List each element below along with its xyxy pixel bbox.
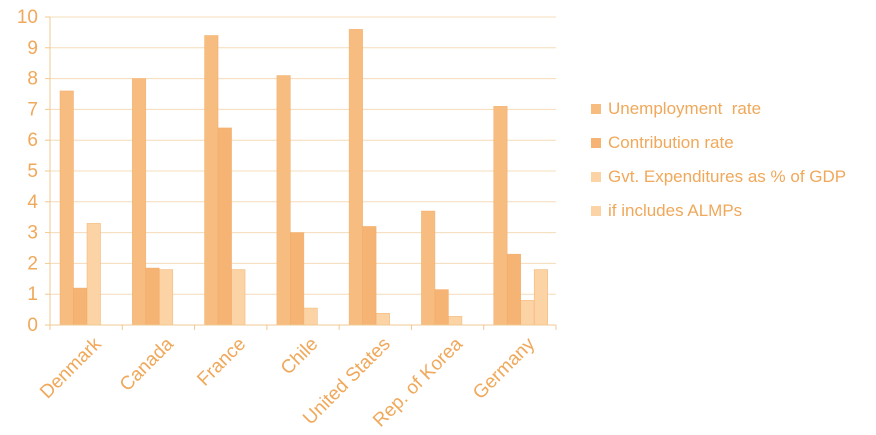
legend-label: Gvt. Expenditures as % of GDP: [608, 167, 846, 186]
bar-2: [145, 267, 160, 326]
y-tick-label: 2: [27, 253, 38, 274]
bar-1: [348, 29, 363, 326]
x-tick-label: Chile: [277, 334, 322, 379]
y-tick-label: 1: [27, 284, 38, 305]
y-tick-label: 6: [27, 130, 38, 151]
y-tick-label: 8: [27, 69, 38, 90]
bar-2: [290, 232, 305, 326]
x-tick-label: Denmark: [36, 333, 106, 403]
y-tick-label: 7: [27, 99, 38, 120]
y-tick-label: 10: [17, 7, 38, 28]
legend-label: Unemployment rate: [608, 99, 761, 118]
y-tick-label: 9: [27, 38, 38, 59]
bar-3: [86, 223, 101, 326]
bar-1: [493, 106, 508, 326]
x-tick-label: Germany: [469, 333, 539, 403]
bar-3: [158, 269, 174, 326]
bar-3: [520, 300, 535, 326]
bars: [59, 29, 549, 326]
bar-1: [131, 78, 147, 326]
y-tick-label: 5: [27, 161, 38, 182]
x-tick-label: Canada: [116, 333, 178, 395]
bar-1: [276, 75, 291, 326]
legend-swatch: [591, 172, 601, 182]
legend-label: if includes ALMPs: [608, 201, 742, 220]
bar-1: [59, 90, 74, 326]
y-tick-label: 0: [27, 315, 38, 336]
y-tick-label: 4: [27, 192, 38, 213]
legend: Unemployment rate Contribution rate Gvt. E…: [591, 99, 846, 220]
bar-1: [204, 35, 219, 326]
y-tick-label: 3: [27, 223, 38, 244]
bar-2: [73, 287, 88, 326]
legend-swatch: [591, 138, 601, 148]
bar-2: [217, 127, 232, 326]
bar-2: [434, 289, 449, 326]
axes: [45, 16, 557, 330]
bar-3: [448, 316, 463, 326]
bar-3: [303, 307, 318, 326]
x-tick-label: France: [193, 334, 250, 391]
bar-2: [362, 226, 377, 326]
bar-2: [506, 253, 522, 326]
bar-3: [231, 269, 246, 326]
legend-label: Contribution rate: [608, 133, 734, 152]
bar-4: [533, 269, 549, 326]
legend-swatch: [591, 104, 601, 114]
legend-swatch: [591, 206, 601, 216]
bar-3: [375, 312, 390, 326]
bar-1: [421, 210, 436, 326]
y-tick-labels: 0 1 2 3 4 5 6 7 8 9 10: [17, 7, 39, 336]
